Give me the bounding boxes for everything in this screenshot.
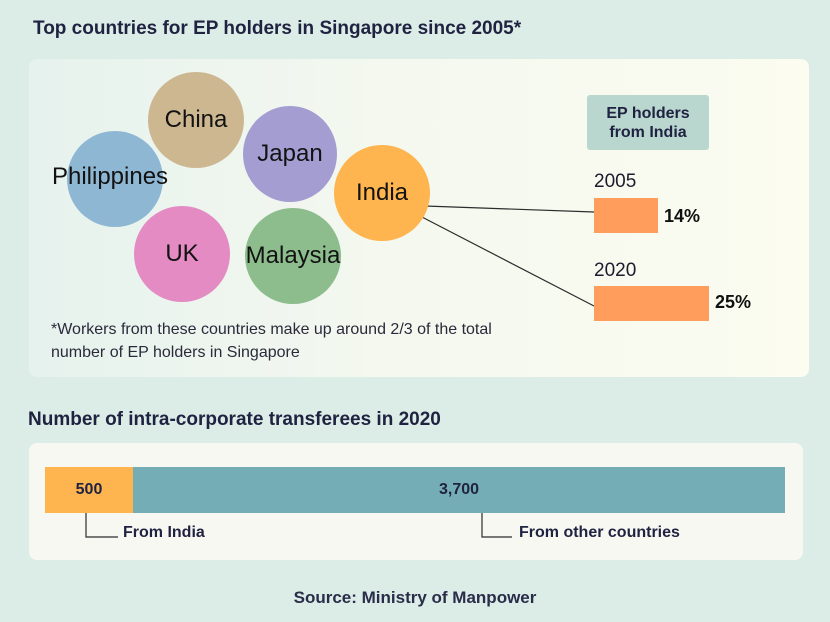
ep-holders-india-label: EP holders from India [587,95,709,150]
bubble-japan: Japan [243,106,337,202]
bubble-philippines: Philippines [52,131,168,227]
bubble-india-label: India [355,179,409,206]
ep-bar-2005 [594,198,658,233]
footnote: *Workers from these countries make up ar… [51,321,492,361]
callout-india: From India [123,524,205,541]
transferees-title: Number of intra-corporate transferees in… [28,409,441,430]
bubble-china: China [148,72,244,168]
bubble-uk-label: UK [165,240,199,267]
bubble-malaysia-label: Malaysia [245,242,341,269]
ep-value-2020: 25% [715,292,752,312]
bubble-china-label: China [164,106,228,133]
bubble-india: India [334,145,430,241]
callout-other: From other countries [519,524,680,541]
source-note: Source: Ministry of Manpower [293,588,537,607]
bubble-uk: UK [134,206,230,302]
ep-value-2005: 14% [664,206,701,226]
stacked-value-india: 500 [75,481,103,498]
bubble-malaysia: Malaysia [245,208,341,304]
stacked-bar-india: 500 [45,467,133,513]
bubble-philippines-label: Philippines [51,163,169,190]
stacked-bar-other: 3,700 [133,467,785,513]
ep-bar-2020 [594,286,709,321]
year-label-2005: 2005 [594,171,637,192]
year-label-2020: 2020 [594,260,637,281]
bubble-japan-label: Japan [257,140,323,167]
stacked-value-other: 3,700 [438,481,480,498]
chart-title: Top countries for EP holders in Singapor… [33,18,522,39]
